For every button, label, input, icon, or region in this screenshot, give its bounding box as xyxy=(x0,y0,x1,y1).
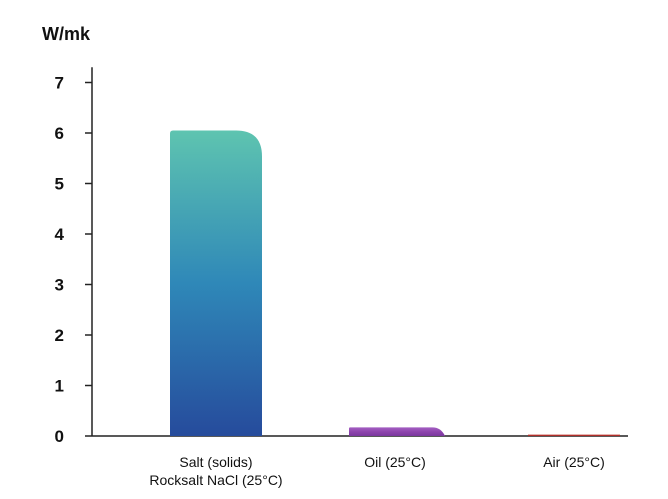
x-category-label: Air (25°C) xyxy=(543,454,605,470)
y-axis-unit-label: W/mk xyxy=(42,24,91,44)
y-tick-label: 5 xyxy=(55,175,64,194)
bar-0 xyxy=(170,130,262,436)
bar-2 xyxy=(528,434,620,436)
bar-1 xyxy=(349,427,445,436)
y-tick-label: 2 xyxy=(55,326,64,345)
y-tick-label: 6 xyxy=(55,124,64,143)
x-category-label: Salt (solids) xyxy=(179,454,252,470)
y-tick-label: 7 xyxy=(55,74,64,93)
x-category-label: Oil (25°C) xyxy=(364,454,426,470)
y-tick-label: 4 xyxy=(55,225,65,244)
y-tick-label: 0 xyxy=(55,427,64,446)
y-tick-label: 1 xyxy=(55,377,64,396)
y-tick-label: 3 xyxy=(55,276,64,295)
x-category-label: Rocksalt NaCl (25°C) xyxy=(149,472,282,488)
